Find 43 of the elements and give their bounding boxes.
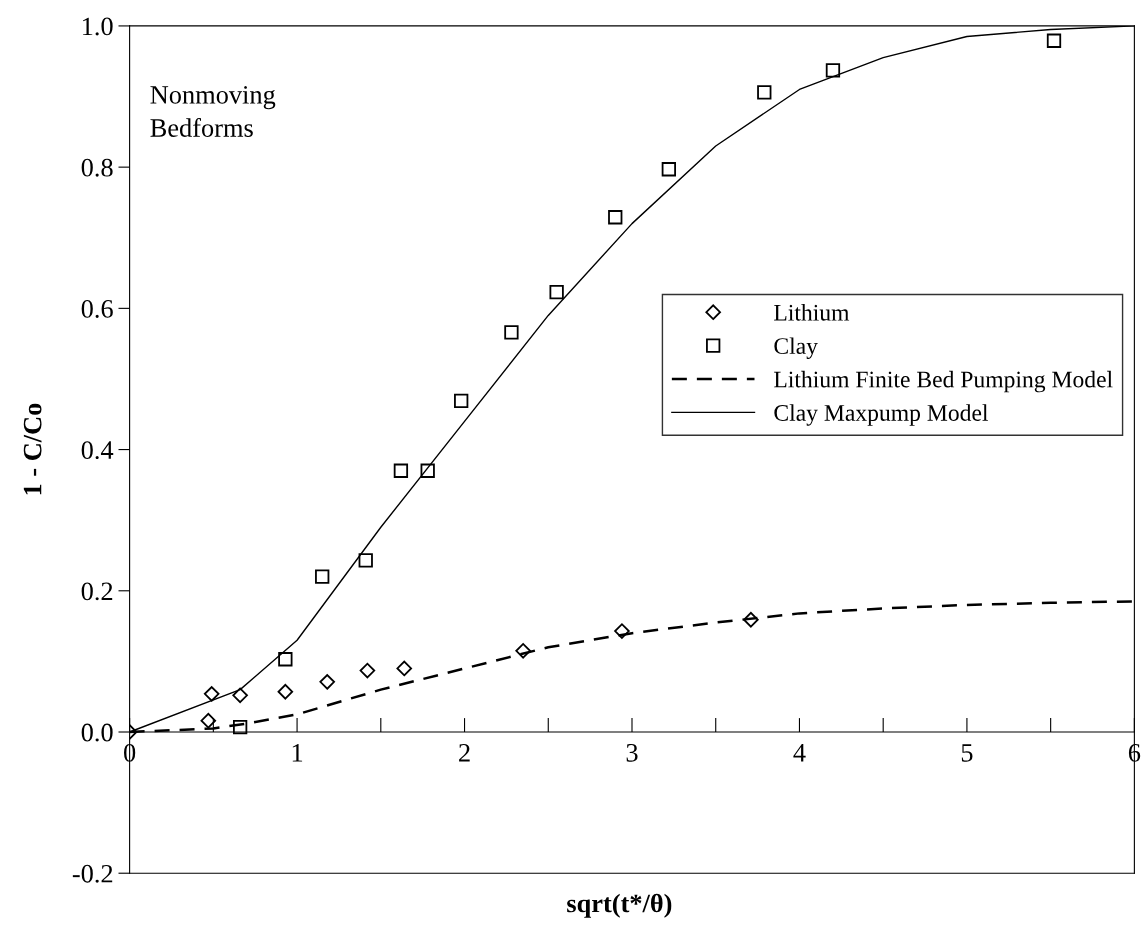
y-tick-label: 1.0 — [82, 17, 113, 36]
point — [825, 63, 841, 78]
legend-label: Lithium — [774, 304, 850, 321]
point — [319, 674, 335, 690]
legend-label: Clay — [774, 337, 818, 359]
y-tick-label: 0.8 — [81, 158, 113, 177]
point — [232, 687, 248, 704]
point — [454, 393, 469, 409]
point — [743, 611, 759, 628]
x-tick-label: 4 — [793, 744, 806, 762]
point — [203, 686, 220, 702]
y-tick-label: 0.0 — [81, 723, 113, 742]
point — [614, 623, 630, 639]
point — [393, 463, 409, 478]
point — [278, 652, 293, 667]
point — [200, 712, 217, 729]
point — [549, 284, 564, 300]
point — [661, 162, 676, 177]
point — [315, 569, 330, 584]
point — [504, 325, 519, 340]
y-tick-label: 0.2 — [81, 582, 113, 601]
point — [1046, 33, 1062, 48]
point — [277, 683, 294, 700]
y-tick-label: 0.4 — [81, 441, 114, 460]
x-tick-label: 2 — [459, 743, 470, 762]
x-tick-label: 3 — [626, 743, 638, 762]
y-tick-label: -0.2 — [72, 864, 113, 883]
point — [396, 660, 413, 677]
point — [232, 719, 248, 735]
point — [420, 463, 435, 478]
legend-label: Lithium Finite Bed Pumping Model — [774, 370, 1113, 393]
point — [608, 210, 623, 225]
point — [515, 643, 531, 659]
point — [757, 85, 772, 100]
legend-label: Clay Maxpump Model — [774, 404, 989, 426]
y-axis-title: 1 - C/Co — [23, 403, 42, 495]
x-axis-title: sqrt(t*/θ) — [567, 893, 672, 918]
annotation: Nonmoving Bedforms — [150, 86, 276, 137]
x-tick-label: 5 — [961, 744, 973, 762]
x-tick-label: 1 — [292, 744, 303, 762]
point — [358, 553, 373, 568]
y-tick-label: 0.6 — [81, 299, 113, 318]
point — [359, 662, 376, 679]
